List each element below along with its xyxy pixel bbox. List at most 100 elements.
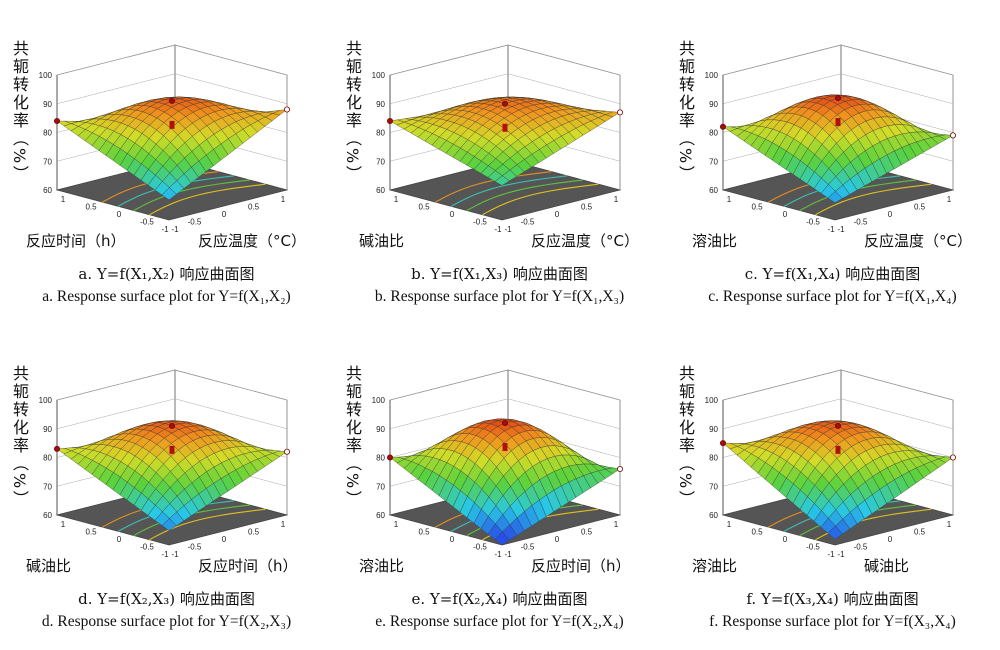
z-tick-label: -1 bbox=[837, 550, 845, 559]
response-surface bbox=[389, 96, 621, 186]
design-point-marker bbox=[720, 123, 727, 130]
y-axis-label: 共轭转化率（%） bbox=[343, 40, 362, 184]
response-surface bbox=[722, 420, 954, 540]
z-tick-label: 1 bbox=[61, 195, 66, 204]
contour-line bbox=[435, 171, 552, 203]
z-axis-label: 碱油比 bbox=[864, 557, 910, 575]
contour-line bbox=[149, 183, 266, 216]
z-tick-label: 0 bbox=[117, 535, 122, 544]
center-point-marker bbox=[169, 120, 175, 129]
x-tick-label: 1 bbox=[947, 520, 952, 529]
x-tick-label: 0.5 bbox=[914, 203, 926, 212]
y-tick-label: 100 bbox=[39, 71, 53, 80]
y-tick-label: 60 bbox=[376, 186, 385, 195]
surface-plot-d: 60 70 80 90 100 -1 -1 -0.5 -0.5 0 0 0.5 0.5 1 1 bbox=[39, 369, 290, 559]
y-tick-label: 90 bbox=[376, 100, 385, 109]
y-tick-label: 90 bbox=[709, 425, 718, 434]
caption-chinese: a. Y=f(X₁,X₂) 响应曲面图 bbox=[78, 265, 255, 283]
z-tick-label: 1 bbox=[727, 520, 732, 529]
y-tick-label: 90 bbox=[376, 425, 385, 434]
x-axis-label: 溶油比 bbox=[692, 232, 738, 250]
chart-panel-e: 60 70 80 90 100 -1 -1 -0.5 -0.5 0 0 0.5 0.5 1 1 共轭转化率（%… bbox=[333, 325, 666, 650]
z-tick-label: 0 bbox=[117, 210, 122, 219]
y-gridline bbox=[722, 44, 954, 76]
x-tick-label: 0 bbox=[555, 535, 560, 544]
x-tick-label: -0.5 bbox=[854, 543, 868, 552]
caption-english: b. Response surface plot for Y=f(X₁,X₃) bbox=[374, 288, 625, 305]
y-gridline bbox=[56, 44, 288, 76]
x-axis-label: 反应时间（h） bbox=[26, 232, 126, 250]
x-axis-label: 碱油比 bbox=[26, 557, 72, 575]
x-tick-label: -1 bbox=[161, 550, 169, 559]
chart-panel-a: 60 70 80 90 100 -1 -1 -0.5 -0.5 0 0 0.5 0.5 1 1 共轭转化率（%… bbox=[0, 0, 333, 325]
z-axis-label: 反应温度（°C） bbox=[864, 232, 972, 250]
contour-line bbox=[815, 183, 932, 216]
design-point-marker bbox=[54, 118, 61, 125]
caption-chinese: b. Y=f(X₁,X₃) 响应曲面图 bbox=[411, 265, 588, 283]
chart-panel-c: 60 70 80 90 100 -1 -1 -0.5 -0.5 0 0 0.5 0.5 1 1 共轭转化率（%… bbox=[666, 0, 999, 325]
caption-english: c. Response surface plot for Y=f(X₁,X₄) bbox=[708, 288, 957, 305]
y-axis-label: 共轭转化率（%） bbox=[676, 40, 695, 184]
z-tick-label: -0.5 bbox=[473, 218, 487, 227]
x-tick-label: 1 bbox=[614, 195, 619, 204]
y-tick-label: 100 bbox=[705, 396, 719, 405]
z-axis-label: 反应时间（h） bbox=[198, 557, 298, 575]
caption-chinese: c. Y=f(X₁,X₄) 响应曲面图 bbox=[744, 265, 921, 283]
center-point-marker bbox=[835, 445, 841, 454]
z-axis-label: 反应温度（°C） bbox=[531, 232, 639, 250]
z-tick-label: -1 bbox=[171, 225, 179, 234]
z-tick-label: 1 bbox=[61, 520, 66, 529]
design-point-marker bbox=[283, 448, 290, 455]
z-tick-label: -0.5 bbox=[806, 218, 820, 227]
caption-chinese: d. Y=f(X₂,X₃) 响应曲面图 bbox=[78, 590, 255, 608]
surface-plot-f: 60 70 80 90 100 -1 -1 -0.5 -0.5 0 0 0.5 0.5 1 1 bbox=[705, 369, 956, 559]
z-tick-label: 0.5 bbox=[85, 528, 97, 537]
response-surface bbox=[56, 96, 288, 201]
caption-english: d. Response surface plot for Y=f(X₂,X₃) bbox=[41, 613, 292, 630]
contour-line bbox=[149, 508, 266, 541]
design-point-marker bbox=[501, 420, 508, 427]
z-tick-label: -1 bbox=[504, 550, 512, 559]
y-tick-label: 90 bbox=[709, 100, 718, 109]
x-tick-label: -1 bbox=[827, 550, 835, 559]
center-point-marker bbox=[835, 118, 841, 126]
x-axis-label: 溶油比 bbox=[692, 557, 738, 575]
x-axis-label: 碱油比 bbox=[359, 232, 405, 250]
x-tick-label: -1 bbox=[161, 225, 169, 234]
z-tick-label: 1 bbox=[394, 520, 399, 529]
design-point-marker bbox=[834, 422, 841, 429]
z-tick-label: 0 bbox=[783, 535, 788, 544]
caption-chinese: e. Y=f(X₂,X₄) 响应曲面图 bbox=[411, 590, 588, 608]
z-tick-label: 0.5 bbox=[418, 203, 430, 212]
z-tick-label: 0.5 bbox=[418, 528, 430, 537]
z-axis-label: 反应时间（h） bbox=[531, 557, 631, 575]
y-tick-label: 70 bbox=[43, 157, 52, 166]
center-point-marker bbox=[502, 443, 508, 451]
z-tick-label: 1 bbox=[394, 195, 399, 204]
surface-cell bbox=[827, 525, 843, 540]
x-tick-label: 0 bbox=[888, 535, 893, 544]
y-tick-label: 90 bbox=[43, 425, 52, 434]
y-axis-label: 共轭转化率（%） bbox=[343, 365, 362, 509]
z-tick-label: 0.5 bbox=[85, 203, 97, 212]
y-gridline bbox=[56, 398, 288, 429]
x-tick-label: -0.5 bbox=[188, 543, 202, 552]
y-gridline bbox=[56, 73, 288, 104]
caption-english: a. Response surface plot for Y=f(X₁,X₂) bbox=[42, 288, 291, 305]
y-tick-label: 70 bbox=[709, 482, 718, 491]
surface-cell bbox=[161, 518, 177, 531]
y-tick-label: 100 bbox=[372, 396, 386, 405]
caption-english: f. Response surface plot for Y=f(X₃,X₄) bbox=[709, 613, 956, 630]
surface-cell bbox=[827, 191, 843, 204]
chart-panel-f: 60 70 80 90 100 -1 -1 -0.5 -0.5 0 0 0.5 0.5 1 1 共轭转化率（%… bbox=[666, 325, 999, 650]
response-surface bbox=[722, 94, 954, 204]
y-axis-label: 共轭转化率（%） bbox=[10, 40, 29, 184]
design-point-marker bbox=[949, 454, 956, 461]
design-point-marker bbox=[283, 106, 290, 113]
x-tick-label: 1 bbox=[281, 195, 286, 204]
y-tick-label: 60 bbox=[43, 186, 52, 195]
y-tick-label: 70 bbox=[376, 157, 385, 166]
y-gridline bbox=[389, 369, 621, 401]
y-tick-label: 60 bbox=[376, 511, 385, 520]
y-tick-label: 70 bbox=[709, 157, 718, 166]
